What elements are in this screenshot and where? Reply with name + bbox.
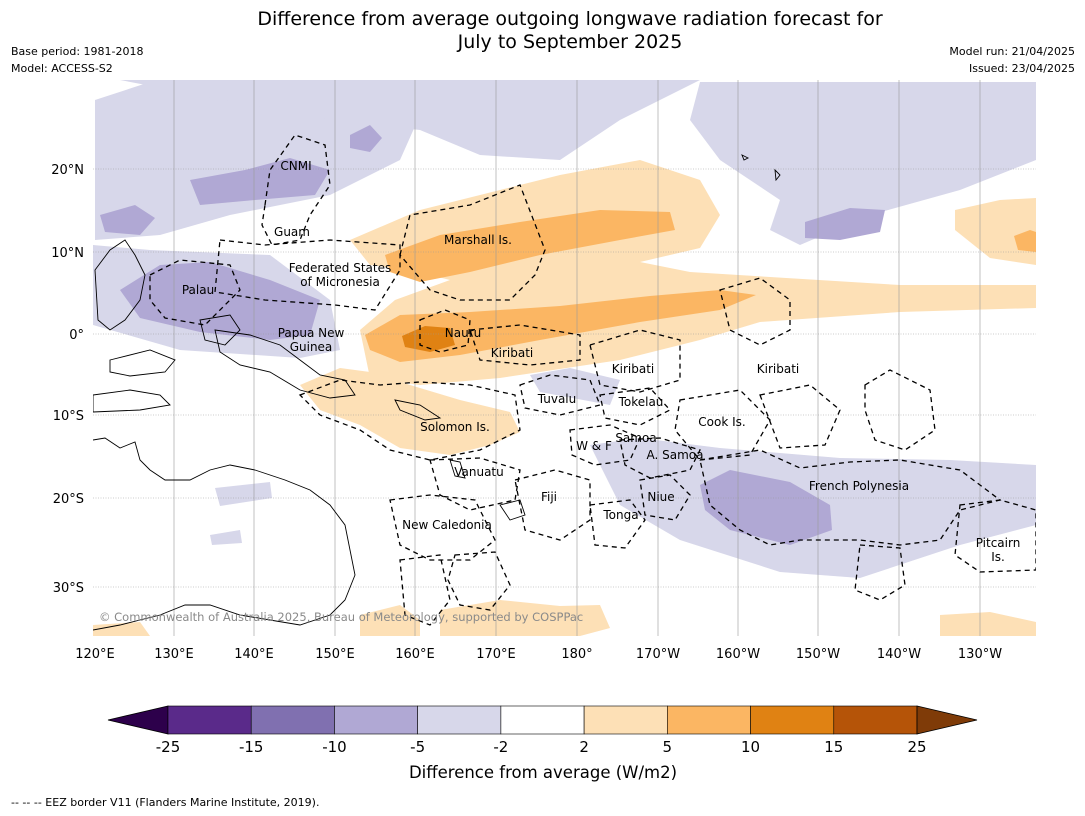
latitude-label: 10°S xyxy=(53,409,84,424)
longitude-label: 150°E xyxy=(315,647,355,662)
colorbar-tick: 5 xyxy=(663,738,673,756)
colorbar-tick: -5 xyxy=(410,738,425,756)
longitude-label: 140°W xyxy=(877,647,921,662)
place-label-guam: Guam xyxy=(274,225,310,239)
title-line-2: July to September 2025 xyxy=(457,31,683,53)
longitude-label: 160°E xyxy=(395,647,435,662)
colorbar-segment xyxy=(334,705,418,735)
model-name: Model: ACCESS-S2 xyxy=(11,62,113,75)
colorbar-segment xyxy=(583,705,668,735)
place-label-png: Papua New Guinea xyxy=(278,326,345,354)
place-label-cnmi: CNMI xyxy=(280,159,311,173)
model-run: Model run: 21/04/2025 xyxy=(949,45,1075,58)
place-label-niue: Niue xyxy=(647,490,674,504)
colorbar-extend-high xyxy=(916,705,978,735)
anomaly-shading xyxy=(93,80,1036,636)
colorbar-segment xyxy=(667,705,751,735)
longitude-label: 130°E xyxy=(154,647,194,662)
eez-borders xyxy=(149,134,1036,626)
longitude-labels: 120°E 130°E 140°E 150°E 160°E 170°E 180° 170°W 1… xyxy=(75,647,1002,662)
colorbar-tick: 25 xyxy=(907,738,926,756)
place-label-nauru: Nauru xyxy=(445,326,481,340)
place-label-tokelau: Tokelau xyxy=(618,395,664,409)
graticule xyxy=(93,80,1036,636)
colorbar-tick: -25 xyxy=(156,738,181,756)
map-plot-area: CNMI Guam Marshall Is. Federated States of M… xyxy=(93,80,1036,636)
eez-legend: -- -- -- EEZ border V11 (Flanders Marine… xyxy=(11,796,320,809)
latitude-label: 10°N xyxy=(51,246,84,261)
colorbar-tick: -2 xyxy=(493,738,508,756)
place-label-kiribati1: Kiribati xyxy=(491,346,533,360)
meta-left: Base period: 1981-2018 Model: ACCESS-S2 xyxy=(11,43,143,77)
colorbar-label: Difference from average (W/m2) xyxy=(409,763,677,782)
place-label-wf: W & F xyxy=(576,439,612,453)
place-label-kiribati3: Kiribati xyxy=(757,362,799,376)
base-period: Base period: 1981-2018 xyxy=(11,45,144,58)
colorbar-tick: 2 xyxy=(579,738,589,756)
longitude-label: 170°E xyxy=(476,647,516,662)
longitude-label: 170°W xyxy=(636,647,680,662)
longitude-label: 160°W xyxy=(716,647,760,662)
colorbar-segment xyxy=(250,705,335,735)
colorbar-segment xyxy=(167,705,252,735)
coastlines xyxy=(93,154,781,631)
place-label-tuvalu: Tuvalu xyxy=(537,392,577,406)
colorbar: -25 -15 -10 -5 -2 2 5 10 15 25 xyxy=(107,705,978,756)
place-label-samoa: Samoa xyxy=(615,431,656,445)
latitude-labels: 20°N 10°N 0° 10°S 20°S 30°S xyxy=(51,163,84,596)
place-label-cook: Cook Is. xyxy=(698,415,745,429)
longitude-label: 140°E xyxy=(234,647,274,662)
colorbar-tick: 10 xyxy=(741,738,760,756)
place-label-fiji: Fiji xyxy=(541,490,557,504)
copyright-notice: © Commonwealth of Australia 2025, Bureau… xyxy=(99,610,583,624)
place-label-frenchpoly: French Polynesia xyxy=(809,479,909,493)
colorbar-segment xyxy=(750,705,835,735)
place-label-newcal: New Caledonia xyxy=(402,518,492,532)
place-labels: CNMI Guam Marshall Is. Federated States of M… xyxy=(182,159,1020,564)
colorbar-segment xyxy=(833,705,918,735)
place-label-solomon: Solomon Is. xyxy=(420,420,490,434)
colorbar-tick: -10 xyxy=(322,738,347,756)
place-label-pitcairn: Pitcairn Is. xyxy=(976,536,1021,564)
latitude-label: 30°S xyxy=(53,581,84,596)
longitude-label: 130°W xyxy=(958,647,1002,662)
longitude-label: 150°W xyxy=(796,647,840,662)
meta-right: Model run: 21/04/2025 Issued: 23/04/2025 xyxy=(949,43,1075,77)
longitude-label: 120°E xyxy=(75,647,115,662)
issued-date: Issued: 23/04/2025 xyxy=(968,62,1075,75)
place-label-kiribati2: Kiribati xyxy=(612,362,654,376)
latitude-label: 0° xyxy=(69,328,84,343)
colorbar-extend-low xyxy=(107,705,169,735)
longitude-label: 180° xyxy=(561,647,592,662)
colorbar-segment xyxy=(417,705,502,735)
latitude-label: 20°N xyxy=(51,163,84,178)
place-label-vanuatu: Vanuatu xyxy=(454,465,504,479)
colorbar-segment xyxy=(500,705,585,735)
place-label-asamoa: A. Samoa xyxy=(647,448,704,462)
place-label-fsm: Federated States of Micronesia xyxy=(289,261,391,289)
map-title: Difference from average outgoing longwav… xyxy=(0,8,1085,54)
place-label-marshall: Marshall Is. xyxy=(444,233,512,247)
title-line-1: Difference from average outgoing longwav… xyxy=(257,8,883,30)
latitude-label: 20°S xyxy=(53,492,84,507)
place-label-tonga: Tonga xyxy=(602,508,638,522)
place-label-palau: Palau xyxy=(182,283,214,297)
colorbar-tick: -15 xyxy=(239,738,264,756)
colorbar-tick: 15 xyxy=(824,738,843,756)
